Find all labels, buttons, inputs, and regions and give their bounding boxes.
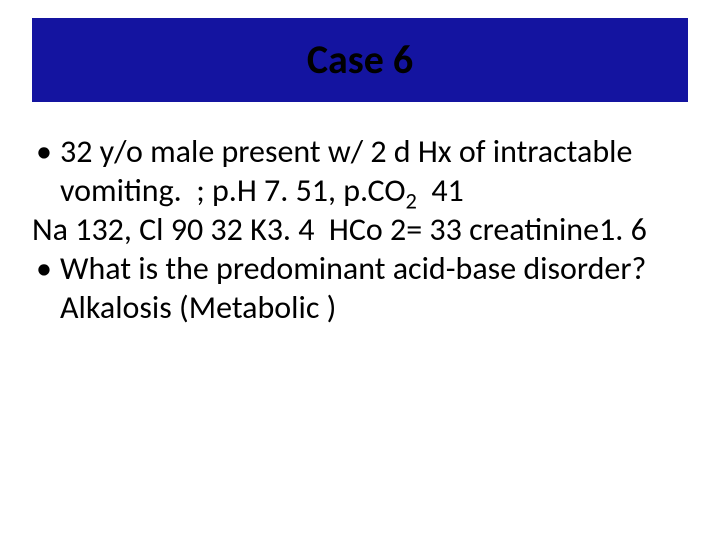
title-bar: Case 6 <box>32 18 688 102</box>
body-line-3: What is the predominant acid-base disord… <box>32 249 688 288</box>
body-line-4: Alkalosis (Metabolic ) <box>32 288 688 327</box>
slide: Case 6 32 y/o male present w/ 2 d Hx of … <box>0 0 720 540</box>
body-line-1: vomiting. ; p.H 7. 51, p.CO2 41 <box>32 171 688 210</box>
body-line-2: Na 132, Cl 90 32 K3. 4 HCo 2= 33 creatin… <box>32 210 688 249</box>
body-line-0: 32 y/o male present w/ 2 d Hx of intract… <box>32 132 688 171</box>
body-content: 32 y/o male present w/ 2 d Hx of intract… <box>32 132 688 327</box>
title-text: Case 6 <box>307 38 413 82</box>
